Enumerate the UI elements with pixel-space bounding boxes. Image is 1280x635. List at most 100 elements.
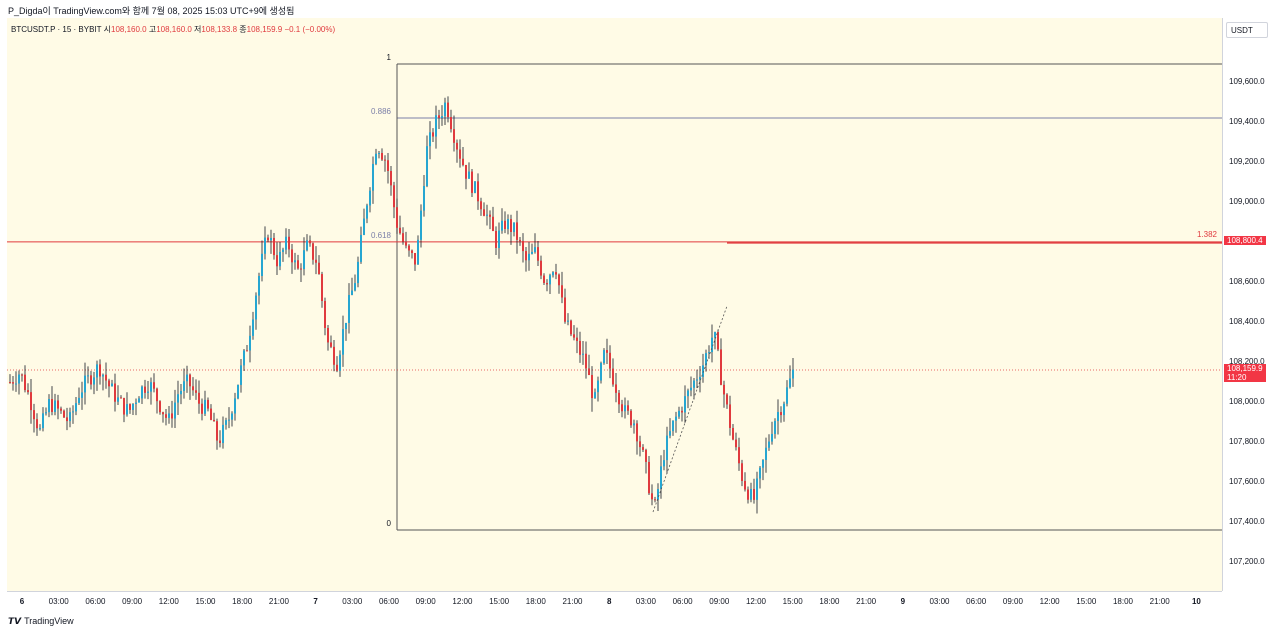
candle-body: [675, 416, 677, 421]
level-price-tag: 108,800.4: [1224, 235, 1266, 245]
candle-body: [459, 149, 461, 159]
time-tick-label: 03:00: [342, 597, 363, 606]
price-axis[interactable]: [1222, 18, 1280, 591]
time-tick-label: 09:00: [415, 597, 436, 606]
price-tick-label: 107,400.0: [1229, 517, 1265, 526]
time-tick-label: 21:00: [268, 597, 289, 606]
candle-body: [285, 236, 287, 250]
candle-body: [216, 421, 218, 441]
candle-body: [27, 390, 29, 393]
candle-body: [195, 390, 197, 393]
candle-body: [615, 384, 617, 393]
candle-body: [324, 300, 326, 328]
candle-body: [393, 185, 395, 208]
candle-body: [246, 350, 248, 352]
candle-body: [597, 380, 599, 393]
candle-body: [36, 419, 38, 429]
currency-selector[interactable]: USDT: [1226, 22, 1268, 38]
candle-body: [591, 375, 593, 399]
candle-body: [219, 440, 221, 444]
candle-body: [786, 387, 788, 404]
price-tick-label: 109,600.0: [1229, 77, 1265, 86]
candle-body: [90, 375, 92, 385]
candle-body: [774, 421, 776, 434]
open-label: 시: [103, 25, 112, 34]
time-tick-label: 15:00: [1076, 597, 1097, 606]
candle-body: [42, 413, 44, 429]
candle-body: [669, 431, 671, 436]
candle-body: [360, 234, 362, 262]
candle-body: [579, 340, 581, 355]
candle-body: [699, 376, 701, 380]
top-bar: P_Digda이 TradingView.com와 함께 7월 08, 2025…: [0, 0, 1280, 18]
candle-body: [660, 466, 662, 490]
candlestick-chart[interactable]: 1 0.886 0.618 0 1.382: [7, 18, 1222, 591]
time-axis[interactable]: [7, 591, 1222, 612]
time-tick-label: 21:00: [856, 597, 877, 606]
candle-body: [543, 275, 545, 283]
candle-body: [657, 489, 659, 500]
fib-level-label: 0.618: [371, 231, 392, 240]
candle-body: [249, 335, 251, 351]
candle-body: [156, 388, 158, 402]
candle-body: [417, 239, 419, 265]
candle-body: [549, 275, 551, 285]
candle-body: [390, 170, 392, 186]
candle-body: [192, 386, 194, 391]
candle-body: [645, 449, 647, 462]
candle-body: [405, 241, 407, 246]
candle-body: [747, 489, 749, 500]
candle-body: [606, 350, 608, 353]
candle-body: [309, 240, 311, 244]
price-tick-label: 108,000.0: [1229, 397, 1265, 406]
close-value: 108,159.9: [246, 25, 283, 34]
candle-body: [630, 410, 632, 426]
created-by-text: P_Digda이 TradingView.com와 함께 7월 08, 2025…: [8, 6, 295, 16]
candle-body: [462, 158, 464, 166]
candle-body: [741, 463, 743, 481]
candle-body: [75, 403, 77, 412]
candle-body: [123, 398, 125, 415]
candle-body: [372, 163, 374, 191]
candle-body: [705, 353, 707, 366]
candle-body: [231, 413, 233, 420]
candle-body: [642, 447, 644, 450]
candle-body: [48, 399, 50, 413]
candle-body: [540, 260, 542, 276]
candle-body: [111, 383, 113, 387]
candle-body: [117, 397, 119, 402]
candle-body: [54, 400, 56, 412]
candle-body: [279, 251, 281, 267]
price-tick-label: 108,600.0: [1229, 277, 1265, 286]
candle-body: [168, 413, 170, 418]
candle-body: [12, 382, 14, 384]
time-tick-label: 09:00: [709, 597, 730, 606]
time-tick-label: 15:00: [489, 597, 510, 606]
time-tick-label: 06:00: [85, 597, 106, 606]
time-tick-label: 21:00: [1149, 597, 1170, 606]
symbol-legend: BTCUSDT.P · 15 · BYBIT 시108,160.0 고108,1…: [11, 24, 335, 35]
candle-body: [327, 327, 329, 343]
trend-line: [652, 305, 728, 513]
candle-body: [411, 250, 413, 253]
candle-body: [729, 404, 731, 428]
candle-body: [495, 230, 497, 248]
time-tick-label: 18:00: [819, 597, 840, 606]
candle-body: [516, 222, 518, 240]
candle-body: [354, 283, 356, 291]
candle-body: [303, 250, 305, 270]
candle-body: [108, 380, 110, 387]
candle-body: [228, 419, 230, 421]
candle-body: [603, 350, 605, 364]
candle-body: [480, 201, 482, 210]
candle-body: [315, 259, 317, 263]
candle-body: [276, 255, 278, 267]
candle-body: [576, 337, 578, 341]
time-tick-label: 03:00: [635, 597, 656, 606]
candle-body: [339, 354, 341, 371]
bar-countdown: 11:20: [1227, 373, 1247, 383]
candle-body: [342, 329, 344, 355]
candle-body: [618, 392, 620, 405]
candle-body: [594, 392, 596, 399]
chart-plot-area[interactable]: 1 0.886 0.618 0 1.382 BTCUSDT.P · 15 · BYBIT…: [7, 18, 1222, 591]
